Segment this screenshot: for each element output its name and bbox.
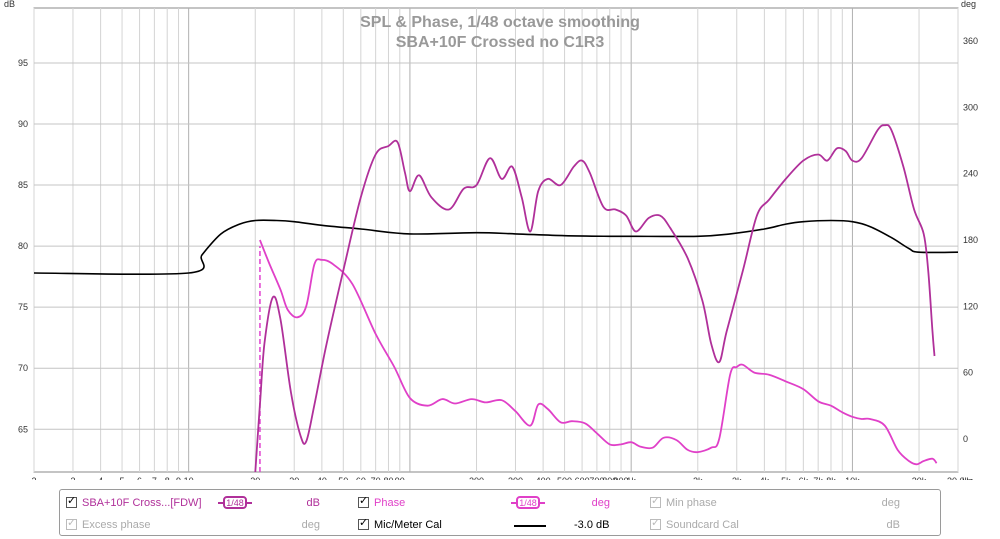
legend-item-soundcard-cal[interactable]: ✓ Soundcard Cal bbox=[650, 517, 770, 533]
x-tick-label: 8k bbox=[826, 476, 836, 480]
x-tick-label: 300 bbox=[508, 476, 523, 480]
x-tick-label: 800 bbox=[602, 476, 617, 480]
spl-smoothing-button[interactable]: 1/48 bbox=[218, 496, 252, 509]
x-tick-label: 7k bbox=[813, 476, 823, 480]
mic-cal-line-sample bbox=[514, 525, 546, 527]
legend-panel: ✓ SBA+10F Cross...[FDW] 1/48 dB ✓ Phase … bbox=[59, 489, 941, 536]
x-tick-label: 40 bbox=[317, 476, 327, 480]
check-icon: ✓ bbox=[67, 495, 77, 507]
x-tick-label: 70 bbox=[371, 476, 381, 480]
check-icon: ✓ bbox=[651, 495, 661, 507]
y2-tick-label: 240 bbox=[963, 169, 978, 179]
phase-label: Phase bbox=[374, 497, 406, 509]
y-tick-label: 95 bbox=[18, 58, 28, 68]
chart-title: SPL & Phase, 1/48 octave smoothing bbox=[360, 14, 640, 31]
x-tick-label: 9 bbox=[176, 476, 181, 480]
soundcard-cal-unit: dB bbox=[886, 519, 900, 531]
phase-series-line bbox=[259, 239, 938, 466]
x-tick-label: 5 bbox=[120, 476, 125, 480]
legend-item-mic-cal[interactable]: ✓ Mic/Meter Cal bbox=[358, 517, 478, 533]
x-tick-label: 700 bbox=[589, 476, 604, 480]
x-tick-label: 90 bbox=[395, 476, 405, 480]
x-tick-label: 600 bbox=[575, 476, 590, 480]
left-axis-unit: dB bbox=[4, 0, 15, 9]
x-tick-label: 20k bbox=[912, 476, 927, 480]
y2-tick-label: 120 bbox=[963, 301, 978, 311]
excess-phase-unit: deg bbox=[301, 519, 320, 531]
mic-cal-offset: -3.0 dB bbox=[574, 519, 610, 531]
x-tick-label: 2 bbox=[31, 476, 36, 480]
check-icon: ✓ bbox=[359, 517, 369, 529]
x-tick-label: 3 bbox=[70, 476, 75, 480]
soundcard-cal-checkbox[interactable]: ✓ bbox=[650, 517, 661, 530]
y-tick-label: 90 bbox=[18, 119, 28, 129]
excess-phase-checkbox[interactable]: ✓ bbox=[66, 517, 77, 530]
y-tick-label: 70 bbox=[18, 363, 28, 373]
min-phase-checkbox[interactable]: ✓ bbox=[650, 495, 661, 508]
phase-unit: deg bbox=[591, 497, 610, 509]
y-tick-label: 75 bbox=[18, 302, 28, 312]
x-tick-label: 50 bbox=[338, 476, 348, 480]
legend-item-phase[interactable]: ✓ Phase bbox=[358, 495, 458, 511]
check-icon: ✓ bbox=[359, 495, 369, 507]
y2-tick-label: 0 bbox=[963, 434, 968, 444]
spl-label: SBA+10F Cross...[FDW] bbox=[82, 497, 202, 509]
spl-checkbox[interactable]: ✓ bbox=[66, 495, 77, 508]
chart-subtitle: SBA+10F Crossed no C1R3 bbox=[396, 34, 605, 51]
y2-tick-label: 180 bbox=[963, 235, 978, 245]
legend-item-excess-phase[interactable]: ✓ Excess phase bbox=[66, 517, 186, 533]
legend-item-spl[interactable]: ✓ SBA+10F Cross...[FDW] bbox=[66, 495, 206, 511]
x-tick-label: 4k bbox=[760, 476, 770, 480]
chart-grid bbox=[33, 7, 959, 473]
y2-tick-label: 360 bbox=[963, 36, 978, 46]
mic-cal-checkbox[interactable]: ✓ bbox=[358, 517, 369, 530]
y-tick-label: 85 bbox=[18, 180, 28, 190]
soundcard-cal-label: Soundcard Cal bbox=[666, 519, 739, 531]
x-tick-label: 10 bbox=[184, 476, 194, 480]
x-tick-label: 30 bbox=[289, 476, 299, 480]
x-tick-label: 5k bbox=[781, 476, 791, 480]
x-tick-label: 400 bbox=[536, 476, 551, 480]
plot-frame bbox=[33, 7, 959, 473]
x-axis-unit: Hz bbox=[962, 476, 973, 480]
x-tick-label: 500 bbox=[557, 476, 572, 480]
x-tick-label: 20 bbox=[250, 476, 260, 480]
phase-smoothing-button[interactable]: 1/48 bbox=[511, 496, 545, 509]
chart-series bbox=[34, 124, 958, 472]
x-tick-label: 200 bbox=[469, 476, 484, 480]
x-tick-label: 900 bbox=[614, 476, 629, 480]
x-tick-label: 80 bbox=[383, 476, 393, 480]
mic-cal-label: Mic/Meter Cal bbox=[374, 519, 442, 531]
x-tick-label: 60 bbox=[356, 476, 366, 480]
y2-tick-label: 300 bbox=[963, 102, 978, 112]
y2-tick-label: 60 bbox=[963, 368, 973, 378]
check-icon: ✓ bbox=[651, 517, 661, 529]
x-tick-label: 10k bbox=[845, 476, 860, 480]
x-tick-label: 2k bbox=[693, 476, 703, 480]
x-tick-label: 6 bbox=[137, 476, 142, 480]
phase-checkbox[interactable]: ✓ bbox=[358, 495, 369, 508]
chart-axes: 6570758085909506012018024030036023456789… bbox=[18, 36, 978, 480]
right-axis-unit: deg bbox=[961, 0, 976, 9]
excess-phase-label: Excess phase bbox=[82, 519, 151, 531]
check-icon: ✓ bbox=[67, 517, 77, 529]
spl-unit: dB bbox=[306, 497, 320, 509]
x-tick-label: 4 bbox=[98, 476, 103, 480]
x-tick-label: 8 bbox=[165, 476, 170, 480]
x-tick-label: 3k bbox=[732, 476, 742, 480]
y-tick-label: 80 bbox=[18, 241, 28, 251]
spl-phase-chart: 6570758085909506012018024030036023456789… bbox=[4, 0, 978, 480]
x-tick-label: 6k bbox=[799, 476, 809, 480]
mic-cal-series-line bbox=[34, 219, 958, 276]
spl-series-line bbox=[254, 124, 936, 472]
legend-item-min-phase[interactable]: ✓ Min phase bbox=[650, 495, 750, 511]
min-phase-unit: deg bbox=[881, 497, 900, 509]
x-tick-label: 7 bbox=[152, 476, 157, 480]
x-tick-label: 1k bbox=[626, 476, 636, 480]
x-tick-label: 30.0k bbox=[947, 476, 970, 480]
y-tick-label: 65 bbox=[18, 424, 28, 434]
min-phase-label: Min phase bbox=[666, 497, 717, 509]
